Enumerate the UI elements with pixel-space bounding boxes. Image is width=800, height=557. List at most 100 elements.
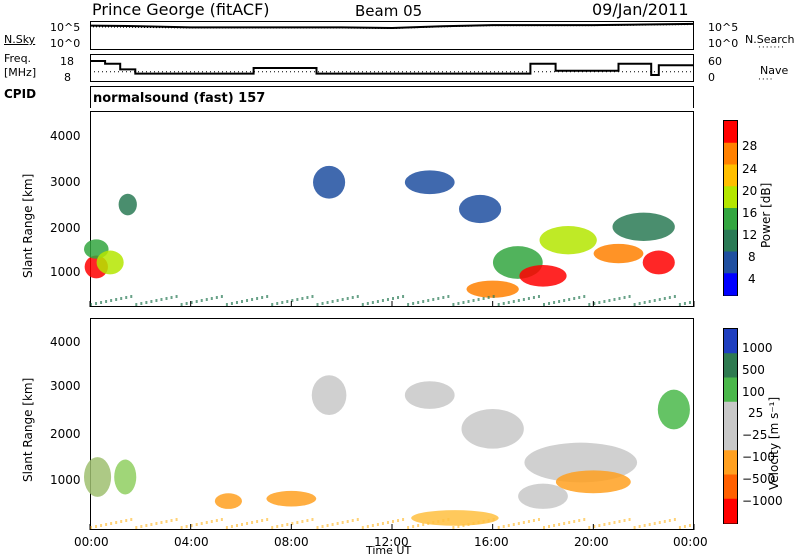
velocity-speckle-48 bbox=[331, 523, 334, 526]
power-speckle-31 bbox=[246, 299, 249, 302]
power-speckle-69 bbox=[437, 297, 440, 300]
power-echo-6 bbox=[458, 194, 502, 224]
power-speckle-27 bbox=[225, 303, 228, 306]
velocity-speckle-77 bbox=[477, 521, 480, 524]
velocity-colorbar-swatch-3 bbox=[724, 401, 737, 427]
velocity-speckle-99 bbox=[588, 526, 591, 529]
power-speckle-88 bbox=[532, 296, 535, 299]
velocity-speckle-73 bbox=[457, 525, 460, 528]
velocity-speckle-116 bbox=[673, 518, 676, 521]
velocity-speckle-91 bbox=[548, 525, 551, 528]
velocity-speckle-103 bbox=[608, 522, 611, 525]
velocity-speckle-58 bbox=[381, 522, 384, 525]
power-speckle-44 bbox=[311, 295, 314, 298]
power-speckle-73 bbox=[457, 302, 460, 305]
power-speckle-62 bbox=[402, 295, 405, 298]
velocity-speckle-88 bbox=[532, 519, 535, 522]
velocity-speckle-72 bbox=[452, 526, 455, 529]
velocity-speckle-98 bbox=[583, 518, 586, 521]
velocity-speckle-63 bbox=[407, 526, 410, 529]
power-speckle-23 bbox=[205, 298, 208, 301]
velocity-speckle-115 bbox=[668, 519, 671, 522]
power-speckle-38 bbox=[281, 301, 284, 304]
velocity-cb-m100: −100 bbox=[742, 450, 775, 464]
power-speckle-60 bbox=[392, 297, 394, 300]
freq-line bbox=[90, 60, 694, 76]
power-speckle-46 bbox=[321, 302, 324, 305]
velocity-speckle-34 bbox=[261, 519, 264, 522]
velocity-speckle-3 bbox=[105, 523, 108, 526]
velocity-speckle-109 bbox=[638, 525, 641, 528]
beam-title: Beam 05 bbox=[355, 2, 423, 20]
nsearch-tick-bottom: 10^0 bbox=[708, 37, 739, 50]
velocity-speckle-16 bbox=[170, 519, 173, 522]
velocity-speckle-54 bbox=[361, 526, 364, 529]
power-speckle-102 bbox=[603, 300, 606, 303]
power-speckle-108 bbox=[633, 303, 636, 306]
power-speckle-72 bbox=[452, 303, 455, 306]
power-speckle-18 bbox=[180, 303, 183, 306]
nsearch-dotted-legend: ······· bbox=[758, 43, 786, 53]
velocity-speckle-42 bbox=[301, 520, 304, 523]
xaxis-label: Time UT bbox=[366, 544, 412, 557]
power-speckle-21 bbox=[195, 300, 198, 303]
velocity-panel bbox=[90, 318, 694, 530]
velocity-speckle-7 bbox=[125, 519, 128, 522]
power-colorbar-swatch-2 bbox=[724, 164, 737, 187]
velocity-ytick-4000: 4000 bbox=[50, 335, 81, 349]
power-speckle-86 bbox=[522, 298, 525, 301]
power-panel bbox=[90, 111, 694, 307]
velocity-speckle-12 bbox=[150, 523, 153, 526]
power-speckle-13 bbox=[155, 299, 158, 302]
power-speckle-106 bbox=[623, 296, 626, 299]
velocity-speckle-33 bbox=[256, 520, 259, 523]
power-cb-24: 24 bbox=[742, 162, 758, 176]
nsearch-label: N.Search bbox=[745, 33, 795, 46]
velocity-speckle-31 bbox=[246, 522, 249, 525]
power-speckle-26 bbox=[220, 295, 223, 298]
power-speckle-105 bbox=[618, 297, 621, 300]
velocity-speckle-80 bbox=[492, 518, 495, 521]
cpid-strip bbox=[90, 86, 694, 108]
velocity-cb-m1000: −1000 bbox=[742, 494, 783, 508]
velocity-speckle-27 bbox=[225, 526, 228, 529]
power-speckle-70 bbox=[442, 296, 445, 299]
power-speckle-8 bbox=[130, 295, 133, 298]
power-speckle-74 bbox=[462, 301, 465, 304]
nsky-tick-bottom: 10^0 bbox=[50, 37, 81, 50]
power-speckle-92 bbox=[553, 301, 556, 304]
power-speckle-12 bbox=[150, 300, 153, 303]
velocity-echo-5 bbox=[404, 381, 455, 409]
power-speckle-113 bbox=[658, 298, 661, 301]
power-speckle-81 bbox=[497, 303, 500, 306]
velocity-speckle-119 bbox=[688, 524, 691, 527]
velocity-echo-11 bbox=[411, 510, 499, 526]
power-speckle-85 bbox=[517, 299, 520, 302]
velocity-speckle-62 bbox=[402, 518, 405, 521]
power-cb-16: 16 bbox=[742, 206, 758, 220]
power-speckle-65 bbox=[417, 301, 420, 304]
xtick-1600: 16:00 bbox=[474, 535, 509, 549]
velocity-speckle-83 bbox=[507, 524, 510, 527]
velocity-speckle-106 bbox=[623, 519, 626, 522]
velocity-colorbar-swatch-7 bbox=[724, 498, 737, 524]
power-speckle-39 bbox=[286, 300, 289, 303]
velocity-cb-m25: −25 bbox=[742, 428, 768, 442]
velocity-speckle-74 bbox=[462, 524, 465, 527]
power-speckle-16 bbox=[170, 296, 173, 299]
velocity-speckle-96 bbox=[573, 520, 576, 523]
velocity-cb-1000: 1000 bbox=[742, 341, 773, 355]
power-speckle-51 bbox=[346, 297, 349, 300]
nsky-line bbox=[89, 22, 695, 30]
power-speckle-89 bbox=[537, 295, 540, 298]
velocity-speckle-65 bbox=[417, 524, 420, 527]
power-cb-4: 4 bbox=[748, 272, 756, 286]
power-echo-13 bbox=[466, 280, 519, 298]
power-speckle-25 bbox=[215, 296, 218, 299]
power-speckle-116 bbox=[673, 295, 676, 298]
velocity-speckle-24 bbox=[210, 520, 213, 523]
velocity-colorbar-swatch-6 bbox=[724, 474, 737, 500]
freq-tick-top: 18 bbox=[60, 55, 74, 68]
velocity-speckle-45 bbox=[316, 526, 319, 529]
velocity-speckle-95 bbox=[568, 521, 571, 524]
